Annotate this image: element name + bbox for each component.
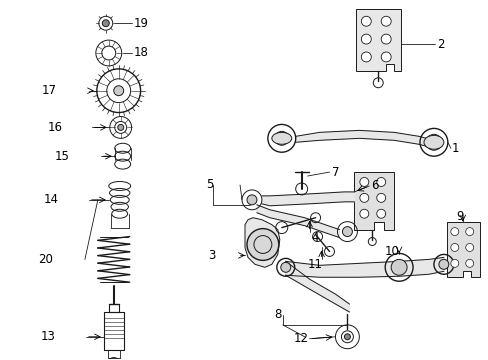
Text: 19: 19	[133, 17, 148, 30]
Circle shape	[359, 177, 368, 186]
Polygon shape	[262, 192, 354, 206]
Text: 15: 15	[55, 150, 70, 163]
Text: 7: 7	[331, 166, 338, 179]
Circle shape	[359, 209, 368, 218]
Text: 5: 5	[205, 179, 213, 192]
Text: 14: 14	[44, 193, 59, 206]
Circle shape	[280, 262, 290, 272]
Text: 20: 20	[38, 253, 53, 266]
Polygon shape	[295, 130, 433, 148]
Polygon shape	[356, 9, 400, 71]
Circle shape	[118, 125, 123, 130]
Polygon shape	[446, 222, 479, 277]
Ellipse shape	[271, 132, 291, 144]
Text: 2: 2	[436, 37, 444, 50]
Circle shape	[376, 209, 385, 218]
Circle shape	[102, 20, 109, 27]
Circle shape	[465, 228, 473, 235]
Circle shape	[359, 193, 368, 202]
Text: 4: 4	[311, 231, 319, 244]
Text: 10: 10	[384, 245, 399, 258]
Text: 11: 11	[307, 258, 323, 271]
Circle shape	[246, 229, 278, 260]
Circle shape	[361, 52, 370, 62]
Text: 12: 12	[293, 332, 308, 345]
Polygon shape	[285, 261, 349, 312]
Text: 6: 6	[370, 179, 378, 193]
Text: 17: 17	[42, 84, 57, 97]
Circle shape	[381, 16, 390, 26]
Text: 13: 13	[40, 330, 55, 343]
Circle shape	[465, 243, 473, 251]
Circle shape	[390, 260, 406, 275]
Circle shape	[450, 260, 458, 267]
Text: 1: 1	[451, 142, 458, 155]
Circle shape	[361, 16, 370, 26]
Circle shape	[381, 52, 390, 62]
Circle shape	[344, 334, 350, 340]
Polygon shape	[354, 172, 393, 230]
Polygon shape	[285, 257, 443, 277]
Circle shape	[114, 86, 123, 96]
Ellipse shape	[423, 135, 443, 149]
Text: 16: 16	[48, 121, 63, 134]
Circle shape	[450, 228, 458, 235]
Circle shape	[465, 260, 473, 267]
Circle shape	[438, 260, 448, 269]
Text: 3: 3	[207, 249, 215, 262]
Polygon shape	[244, 218, 279, 267]
Text: 9: 9	[455, 210, 462, 223]
Circle shape	[376, 193, 385, 202]
Circle shape	[342, 227, 352, 237]
Circle shape	[450, 243, 458, 251]
Text: 8: 8	[274, 309, 281, 321]
Circle shape	[246, 195, 256, 205]
Circle shape	[361, 34, 370, 44]
Text: 18: 18	[133, 46, 148, 59]
Polygon shape	[256, 205, 339, 238]
Circle shape	[376, 177, 385, 186]
Circle shape	[381, 34, 390, 44]
